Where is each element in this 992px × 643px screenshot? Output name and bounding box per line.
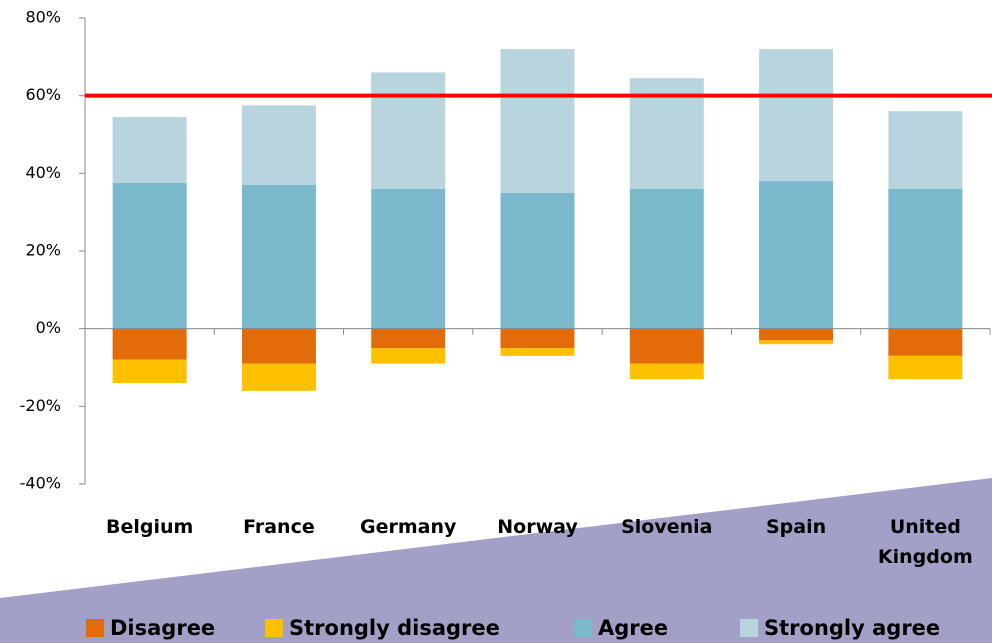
- background-band: [0, 478, 992, 643]
- bar-segment: [759, 49, 834, 182]
- bar-segment: [500, 348, 575, 356]
- bar-segment: [371, 348, 446, 364]
- bar-segment: [241, 328, 316, 364]
- x-tick-label: United Kingdom: [877, 516, 973, 568]
- y-tick-label: 0%: [36, 318, 61, 337]
- legend-swatch: [740, 619, 758, 637]
- bar-segment: [112, 359, 187, 384]
- bar-segment: [241, 105, 316, 185]
- bar-segment: [500, 192, 575, 329]
- bar-segment: [888, 188, 963, 329]
- bar-segment: [629, 328, 704, 364]
- y-tick-label: 40%: [25, 163, 61, 182]
- bar-segment: [500, 328, 575, 349]
- x-tick-label: Germany: [360, 516, 457, 538]
- bar-segment: [629, 188, 704, 329]
- legend-swatch: [265, 619, 283, 637]
- bar-segment: [759, 328, 834, 341]
- legend-swatch: [574, 619, 592, 637]
- bar-segment: [112, 328, 187, 360]
- y-tick-label: -20%: [20, 396, 61, 415]
- legend-swatch: [86, 619, 104, 637]
- bar-segment: [888, 328, 963, 356]
- bar-segment: [888, 111, 963, 189]
- x-tick-label: Norway: [497, 516, 578, 538]
- y-tick-label: -40%: [20, 474, 61, 493]
- legend-label: Strongly disagree: [289, 616, 500, 640]
- bar-segment: [759, 181, 834, 329]
- y-tick-label: 20%: [25, 241, 61, 260]
- bar-segment: [112, 117, 187, 184]
- x-tick-label: Slovenia: [621, 516, 713, 538]
- bar-segment: [112, 183, 187, 329]
- x-tick-label: France: [243, 516, 315, 538]
- bar-segment: [371, 328, 446, 349]
- bar-segment: [241, 184, 316, 329]
- bar-segment: [500, 49, 575, 193]
- x-tick-label: Belgium: [105, 516, 194, 538]
- legend-label: Disagree: [110, 616, 215, 640]
- bar-segment: [888, 355, 963, 380]
- y-tick-label: 80%: [25, 8, 61, 27]
- legend-label: Agree: [598, 616, 668, 640]
- y-tick-label: 60%: [25, 85, 61, 104]
- bar-segment: [371, 72, 446, 189]
- bar-segment: [629, 363, 704, 380]
- bar-segment: [241, 363, 316, 391]
- bar-segment: [371, 188, 446, 329]
- x-tick-label: Spain: [765, 516, 827, 538]
- bar-segment: [759, 340, 834, 345]
- legend-label: Strongly agree: [764, 616, 940, 640]
